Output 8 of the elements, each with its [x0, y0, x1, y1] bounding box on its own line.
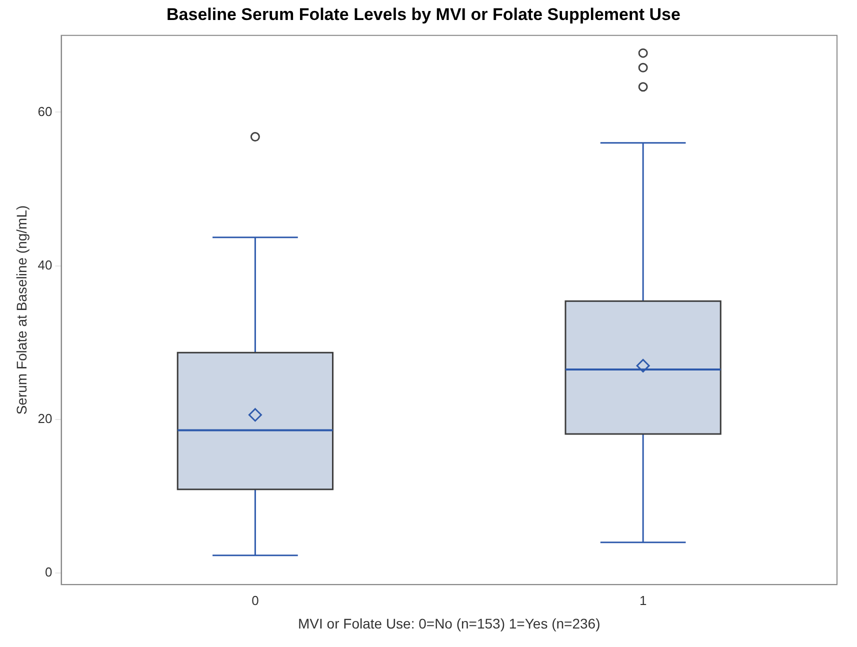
y-axis-title: Serum Folate at Baseline (ng/mL): [13, 205, 30, 415]
y-tick-label: 0: [45, 564, 52, 580]
y-tick-label: 20: [38, 411, 52, 426]
y-tick-label: 60: [38, 104, 52, 119]
x-axis-title: MVI or Folate Use: 0=No (n=153) 1=Yes (n=236): [298, 615, 600, 632]
y-tick-label: 40: [38, 257, 52, 272]
x-tick-label: 1: [639, 592, 647, 608]
chart-title: Baseline Serum Folate Levels by MVI or Folate Supplement Use: [166, 4, 680, 24]
